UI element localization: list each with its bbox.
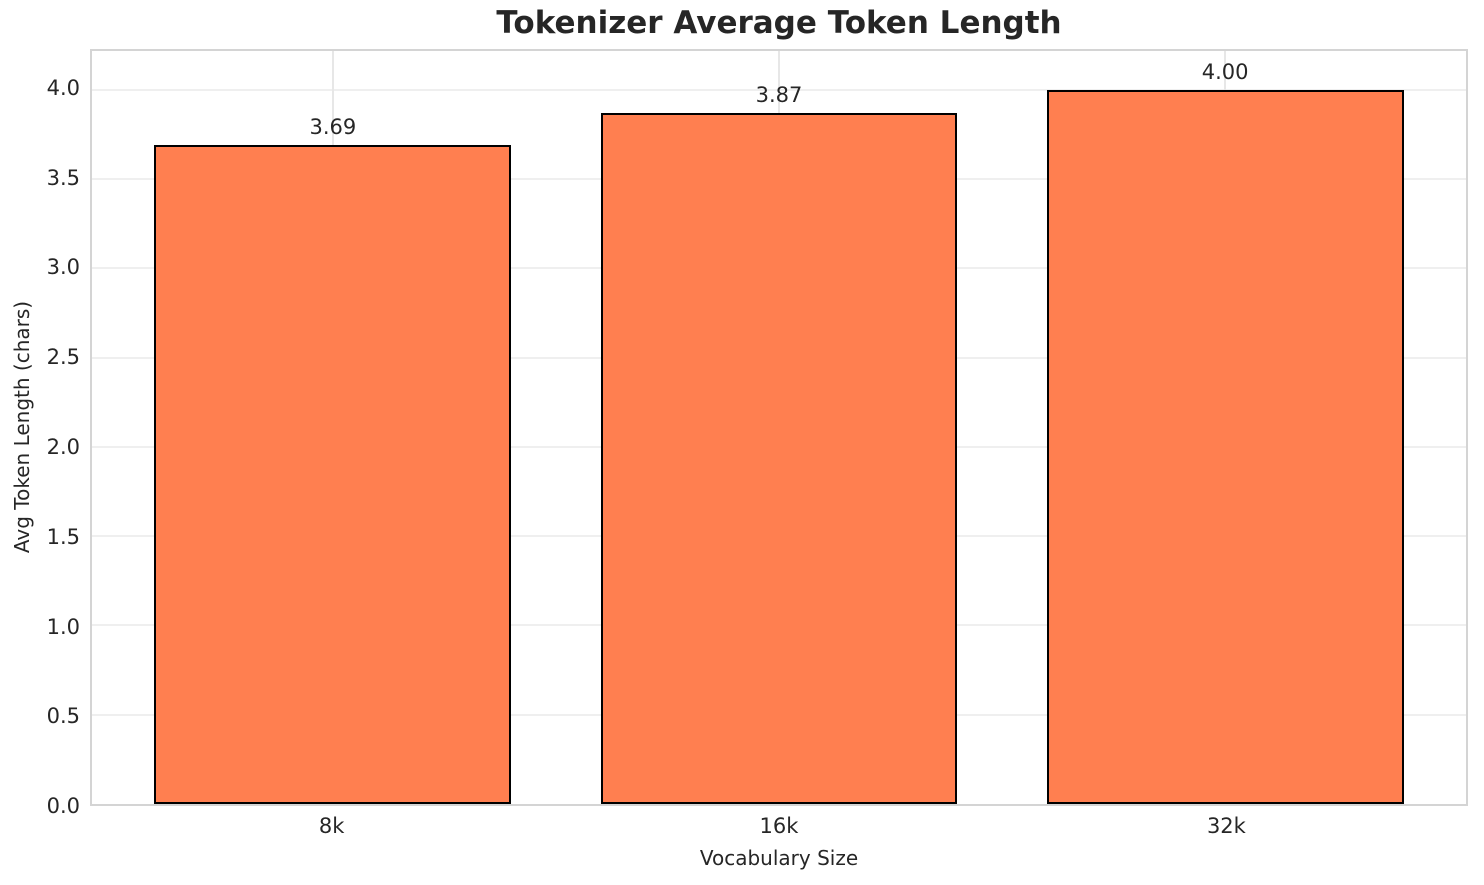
y-axis-tick-labels: 0.0 0.5 1.0 1.5 2.0 2.5 3.0 3.5 4.0 [0,49,80,818]
x-tick-label: 32k [1206,814,1246,838]
bar-value-label: 3.69 [309,115,357,140]
bar [154,145,512,804]
x-axis-label: Vocabulary Size [699,846,859,870]
bar-value-label: 4.00 [1201,59,1249,84]
y-axis-label: Avg Token Length (chars) [10,300,34,554]
bars-layer: 3.69 3.87 4.00 [92,51,1466,804]
bar-value-label: 3.87 [755,82,803,107]
y-tick-label: 1.0 [46,614,80,639]
y-tick-label: 4.0 [46,75,80,100]
y-tick-label: 3.0 [46,255,80,280]
y-tick-label: 1.5 [46,524,80,549]
plot-area: 3.69 3.87 4.00 [90,49,1468,806]
y-tick-label: 2.0 [46,434,80,459]
y-tick-label: 0.0 [46,794,80,818]
chart-title: Tokenizer Average Token Length [496,5,1062,41]
y-tick-label: 0.5 [46,704,80,729]
bar [1046,89,1404,804]
x-tick-label: 8k [318,814,345,838]
y-tick-label: 3.5 [46,165,80,190]
y-tick-label: 2.5 [46,345,80,370]
x-axis-tick-labels: 8k 16k 32k [90,812,1468,840]
x-tick-label: 16k [759,814,799,838]
bar [600,112,958,804]
